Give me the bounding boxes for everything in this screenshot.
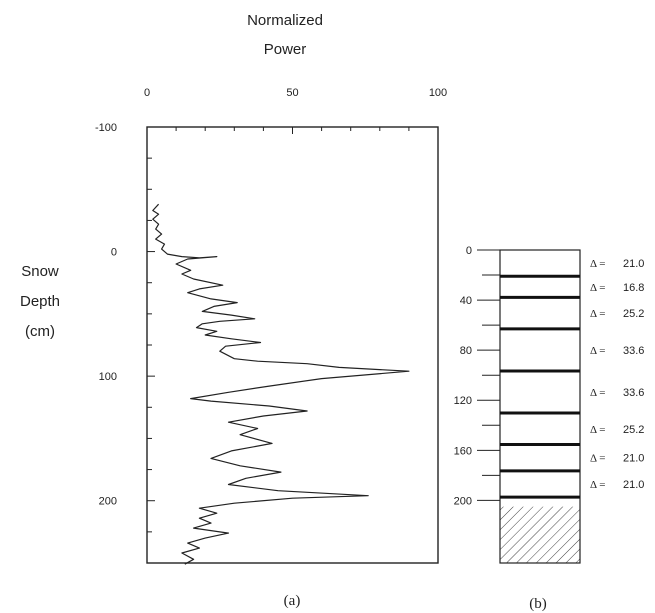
layer-boundaries <box>500 274 580 499</box>
y-axis-label-line-1: Snow <box>21 263 59 280</box>
delta-symbol: Δ = <box>590 258 605 270</box>
panel-label-b: (b) <box>529 596 547 612</box>
delta-value: 16.8 <box>623 282 644 294</box>
power-profile-line <box>152 203 410 565</box>
x-tick-label: 0 <box>144 87 150 99</box>
y-tick-label: 40 <box>460 295 472 307</box>
panel-a: Normalized Power Snow Depth (cm) 0 50 10… <box>20 12 447 609</box>
y-tick-label: 200 <box>99 496 117 508</box>
y-axis-label-line-3: (cm) <box>25 323 55 340</box>
delta-value: 33.6 <box>623 345 644 357</box>
delta-symbol: Δ = <box>590 308 605 320</box>
delta-symbol: Δ = <box>590 424 605 436</box>
delta-symbol: Δ = <box>590 479 605 491</box>
y-tick-label: 160 <box>454 445 472 457</box>
delta-symbol: Δ = <box>590 453 605 465</box>
chart-title-line-1: Normalized <box>247 12 323 29</box>
delta-value: 25.2 <box>623 308 644 320</box>
layer-column-frame <box>499 249 581 564</box>
y-axis-label-line-2: Depth <box>20 293 60 310</box>
y-tick-label: -100 <box>95 122 117 134</box>
x-tick-label: 50 <box>286 87 298 99</box>
x-tick-labels: 0 50 100 <box>144 87 447 99</box>
delta-symbol: Δ = <box>590 387 605 399</box>
tick-marks <box>146 126 439 564</box>
delta-value: 21.0 <box>623 453 644 465</box>
panel-b: 0 40 80 120 160 200 Δ = 21.0 Δ = 16.8 Δ = 25.… <box>454 245 645 612</box>
layer-tick-marks <box>477 249 500 501</box>
y-tick-labels: -100 0 100 200 <box>95 122 117 508</box>
layer-y-tick-labels: 0 40 80 120 160 200 <box>454 245 472 507</box>
chart-title-line-2: Power <box>264 41 307 58</box>
hatched-ground-region <box>500 506 580 563</box>
delta-value: 21.0 <box>623 479 644 491</box>
y-tick-label: 200 <box>454 495 472 507</box>
panel-label-a: (a) <box>284 593 301 609</box>
y-tick-label: 0 <box>111 247 117 259</box>
layer-thickness-labels: Δ = 21.0 Δ = 16.8 Δ = 25.2 Δ = 33.6 Δ = 33.6 Δ = 25… <box>590 258 644 491</box>
y-tick-label: 120 <box>454 395 472 407</box>
x-tick-label: 100 <box>429 87 447 99</box>
y-tick-label: 0 <box>466 245 472 257</box>
y-tick-label: 100 <box>99 371 117 383</box>
delta-symbol: Δ = <box>590 345 605 357</box>
delta-symbol: Δ = <box>590 282 605 294</box>
delta-value: 21.0 <box>623 258 644 270</box>
delta-value: 25.2 <box>623 424 644 436</box>
y-tick-label: 80 <box>460 345 472 357</box>
delta-value: 33.6 <box>623 387 644 399</box>
